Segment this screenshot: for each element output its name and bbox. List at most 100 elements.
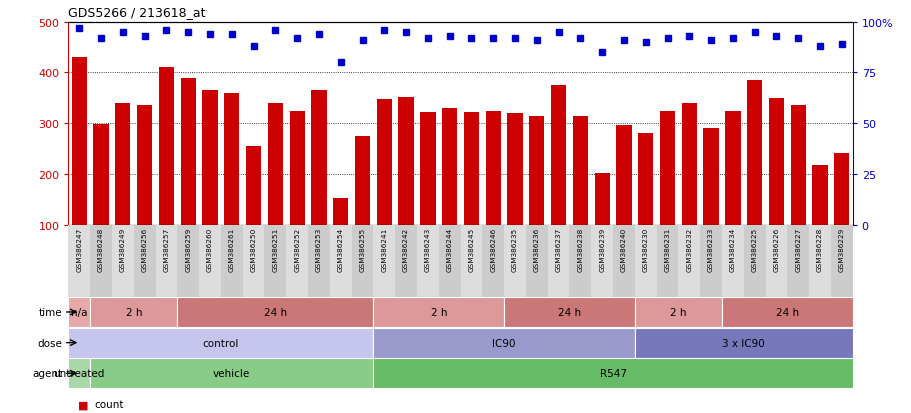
Bar: [438, 225, 460, 297]
Bar: [746, 81, 762, 225]
Text: control: control: [202, 338, 239, 348]
Text: GSM386238: GSM386238: [577, 227, 583, 271]
Text: GDS5266 / 213618_at: GDS5266 / 213618_at: [68, 6, 206, 19]
Text: dose: dose: [37, 338, 62, 348]
Text: ■: ■: [77, 399, 91, 409]
Text: GSM386239: GSM386239: [599, 227, 605, 271]
Bar: [373, 297, 504, 327]
Bar: [528, 116, 544, 225]
Bar: [504, 225, 526, 297]
Bar: [159, 68, 174, 225]
Bar: [550, 86, 566, 225]
Text: 2 h: 2 h: [670, 307, 686, 317]
Bar: [137, 106, 152, 225]
Bar: [311, 91, 326, 225]
Text: GSM386260: GSM386260: [207, 227, 213, 271]
Bar: [485, 111, 500, 225]
Bar: [90, 297, 177, 327]
Bar: [115, 104, 130, 225]
Text: GSM386257: GSM386257: [163, 227, 169, 271]
Text: GSM386256: GSM386256: [141, 227, 148, 271]
Text: GSM386246: GSM386246: [490, 227, 496, 271]
Bar: [246, 146, 261, 225]
Bar: [830, 225, 852, 297]
Bar: [93, 125, 108, 225]
Bar: [134, 225, 156, 297]
Bar: [90, 358, 373, 388]
Bar: [616, 126, 631, 225]
Text: vehicle: vehicle: [213, 368, 251, 378]
Text: GSM386231: GSM386231: [664, 227, 670, 271]
Bar: [526, 225, 548, 297]
Bar: [464, 113, 478, 225]
Text: GSM386251: GSM386251: [272, 227, 278, 271]
Bar: [376, 100, 392, 225]
Bar: [264, 225, 286, 297]
Bar: [634, 297, 722, 327]
Bar: [177, 297, 373, 327]
Text: agent: agent: [32, 368, 62, 378]
Bar: [177, 225, 199, 297]
Bar: [681, 104, 696, 225]
Text: n/a: n/a: [71, 307, 87, 317]
Text: GSM386244: GSM386244: [446, 227, 452, 271]
Bar: [700, 225, 722, 297]
Bar: [722, 225, 743, 297]
Text: GSM386237: GSM386237: [555, 227, 561, 271]
Bar: [90, 225, 112, 297]
Bar: [68, 358, 90, 388]
Bar: [373, 328, 634, 358]
Text: GSM386249: GSM386249: [119, 227, 126, 271]
Bar: [507, 114, 522, 225]
Text: GSM386243: GSM386243: [425, 227, 430, 271]
Bar: [373, 225, 394, 297]
Text: GSM386248: GSM386248: [98, 227, 104, 271]
Bar: [612, 225, 634, 297]
Bar: [590, 225, 612, 297]
Text: 2 h: 2 h: [126, 307, 142, 317]
Bar: [220, 225, 242, 297]
Bar: [634, 225, 656, 297]
Bar: [398, 97, 414, 225]
Bar: [68, 225, 90, 297]
Text: GSM386242: GSM386242: [403, 227, 409, 271]
Bar: [548, 225, 568, 297]
Bar: [156, 225, 177, 297]
Text: 3 x IC90: 3 x IC90: [722, 338, 764, 348]
Bar: [442, 109, 456, 225]
Bar: [790, 106, 805, 225]
Bar: [112, 225, 134, 297]
Text: 24 h: 24 h: [558, 307, 580, 317]
Text: count: count: [94, 399, 123, 409]
Text: GSM386259: GSM386259: [185, 227, 191, 271]
Bar: [482, 225, 504, 297]
Bar: [180, 78, 196, 225]
Text: GSM386230: GSM386230: [642, 227, 648, 271]
Bar: [768, 99, 783, 225]
Text: GSM386236: GSM386236: [533, 227, 539, 271]
Bar: [678, 225, 700, 297]
Bar: [594, 173, 609, 225]
Text: GSM386234: GSM386234: [729, 227, 735, 271]
Bar: [702, 129, 718, 225]
Bar: [373, 358, 852, 388]
Bar: [420, 113, 435, 225]
Bar: [460, 225, 482, 297]
Bar: [199, 225, 220, 297]
Bar: [812, 165, 827, 225]
Bar: [289, 111, 304, 225]
Text: GSM386240: GSM386240: [620, 227, 626, 271]
Bar: [722, 297, 852, 327]
Bar: [68, 328, 373, 358]
Bar: [286, 225, 308, 297]
Bar: [834, 153, 848, 225]
Text: GSM386228: GSM386228: [816, 227, 822, 271]
Bar: [656, 225, 678, 297]
Bar: [68, 297, 90, 327]
Bar: [268, 104, 282, 225]
Text: IC90: IC90: [492, 338, 516, 348]
Bar: [786, 225, 808, 297]
Text: GSM386227: GSM386227: [794, 227, 801, 271]
Text: GSM386241: GSM386241: [381, 227, 387, 271]
Text: GSM386255: GSM386255: [359, 227, 365, 271]
